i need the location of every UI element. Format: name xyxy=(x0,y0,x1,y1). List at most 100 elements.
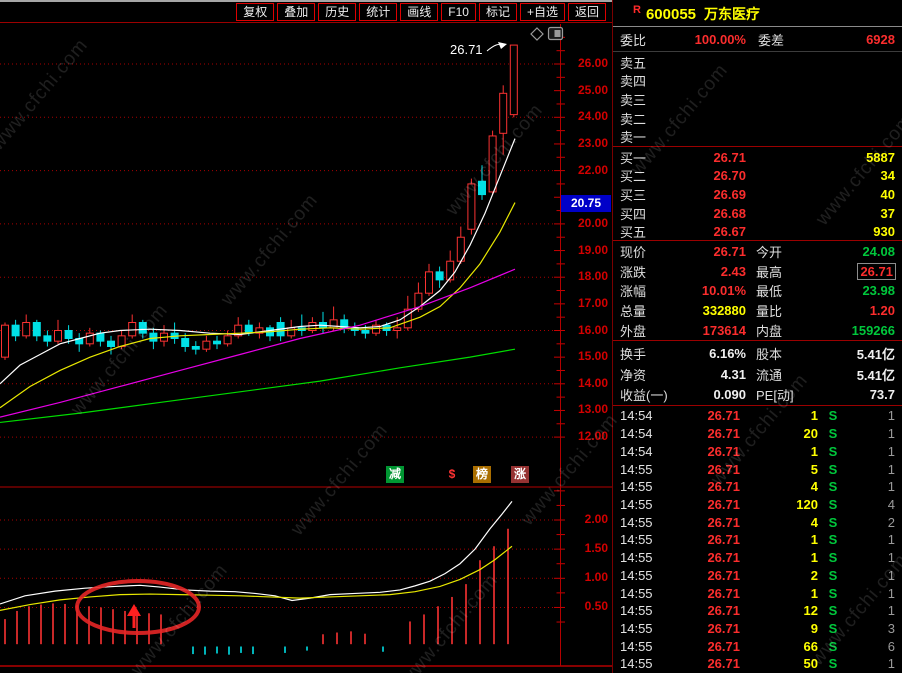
ma-line-white xyxy=(0,138,516,385)
toolbar-button-f10[interactable]: F10 xyxy=(441,3,476,21)
tape-direction: S xyxy=(828,532,838,548)
stock-code: 600055 xyxy=(645,6,697,23)
bid-label: 买四 xyxy=(620,206,647,222)
toolbar-button-zixuan[interactable]: +自选 xyxy=(519,3,565,21)
indicator-line-white xyxy=(0,500,513,605)
tag-button-dollar[interactable]: $ xyxy=(448,467,456,481)
tape-count: 1 xyxy=(887,567,895,583)
snapshot-value: 2.43 xyxy=(720,263,746,279)
tape-direction: S xyxy=(828,496,838,512)
snapshot-value-inner: 1.20 xyxy=(869,303,895,319)
bid-volume: 34 xyxy=(880,168,895,184)
kline-chart[interactable]: 26.71 xyxy=(0,0,612,673)
price-axis-label: 18.00 xyxy=(577,269,608,284)
tape-count: 1 xyxy=(887,479,895,495)
tag-button-zhang[interactable]: 涨 xyxy=(511,466,529,483)
bid-volume: 930 xyxy=(873,224,895,240)
fund-label: 股本 xyxy=(756,346,783,362)
tape-count: 4 xyxy=(887,496,895,512)
price-highlight-label: 20.75 xyxy=(561,195,611,213)
tape-row: 14:55 26.71 5 S 1 xyxy=(613,460,902,478)
price-axis-label: 17.00 xyxy=(577,295,608,310)
fundamentals-grid: 换手 6.16% 股本 5.41亿 净资 4.31 流通 5.41亿 收益(一) 0.090 PE[… xyxy=(613,343,902,405)
tape-list[interactable]: 14:54 26.71 1 S 1 14:54 26.71 20 S 1 14:54 26.71 1 S 1… xyxy=(613,407,902,673)
toolbar-button-biaoji[interactable]: 标记 xyxy=(478,3,517,21)
ask-levels: 卖五 卖四 卖三 卖二 卖一 xyxy=(613,53,902,146)
tape-row: 14:55 26.71 1 S 1 xyxy=(613,549,902,567)
ma-line-yellow xyxy=(0,202,516,409)
tape-count: 1 xyxy=(887,426,895,442)
tape-count: 1 xyxy=(887,408,895,424)
tape-time: 14:55 xyxy=(620,620,653,636)
divider xyxy=(613,405,902,406)
price-axis-label: 24.00 xyxy=(577,109,608,124)
fund-label: 流通 xyxy=(756,367,783,383)
tape-price: 26.71 xyxy=(707,479,740,495)
tag-button-jian[interactable]: 减 xyxy=(386,466,404,483)
tape-direction: S xyxy=(828,585,838,601)
tape-time: 14:55 xyxy=(620,532,653,548)
candles xyxy=(1,44,518,360)
snapshot-grid: 现价 26.71 今开 24.08 涨跌 2.43 最高 26.71 涨幅 10.01% 最低 23.… xyxy=(613,242,902,340)
toolbar-button-huaxian[interactable]: 画线 xyxy=(400,3,439,21)
tape-price: 26.71 xyxy=(707,426,740,442)
toolbar-button-lishi[interactable]: 历史 xyxy=(318,3,357,21)
ask-row: 卖二 xyxy=(613,109,902,128)
fund-value: 4.31 xyxy=(720,366,746,382)
ask-label: 卖三 xyxy=(620,92,647,108)
toolbar-button-diejia[interactable]: 叠加 xyxy=(277,3,316,21)
snapshot-label: 今开 xyxy=(756,245,783,261)
tape-time: 14:55 xyxy=(620,656,653,672)
divider xyxy=(613,146,902,147)
snapshot-row: 现价 26.71 今开 24.08 xyxy=(613,242,902,262)
price-axis-label: 20.00 xyxy=(577,215,608,230)
margin-flag: R xyxy=(633,4,641,16)
tape-count: 1 xyxy=(887,585,895,601)
tape-count: 6 xyxy=(887,638,895,654)
snapshot-value: 1.20 xyxy=(818,303,895,318)
divider xyxy=(613,240,902,241)
toolbar-button-tongji[interactable]: 统计 xyxy=(359,3,398,21)
tape-volume: 9 xyxy=(810,620,818,636)
snapshot-label: 最低 xyxy=(756,284,783,300)
tag-button-bang[interactable]: 榜 xyxy=(473,466,491,483)
bid-label: 买五 xyxy=(620,225,647,241)
tape-direction: S xyxy=(828,461,838,477)
diamond-icon[interactable] xyxy=(530,27,544,41)
tape-price: 26.71 xyxy=(707,567,740,583)
ask-row: 卖三 xyxy=(613,90,902,109)
last-price-annotation: 26.71 xyxy=(450,42,483,57)
bid-row: 买四 26.68 37 xyxy=(613,204,902,223)
tape-price: 26.71 xyxy=(707,656,740,672)
snapshot-value-inner: 159266 xyxy=(851,322,895,338)
bid-row: 买五 26.67 930 xyxy=(613,222,902,241)
tape-time: 14:55 xyxy=(620,479,653,495)
bid-label: 买三 xyxy=(620,187,647,203)
snapshot-value: 26.71 xyxy=(818,262,896,280)
fund-label: 换手 xyxy=(620,346,647,362)
tape-direction: S xyxy=(828,443,838,459)
tape-volume: 1 xyxy=(810,585,818,601)
weicha-value: 6928 xyxy=(866,31,895,47)
tape-direction: S xyxy=(828,656,838,672)
snapshot-label: 内盘 xyxy=(756,323,783,339)
weicha-label: 委差 xyxy=(758,32,785,48)
tape-direction: S xyxy=(828,638,838,654)
indicator-axis-label: 1.50 xyxy=(584,541,608,556)
quote-panel: R 600055 万东医疗 委比 100.00% 委差 6928 卖五 卖四 卖三 卖二卖… xyxy=(612,0,902,673)
stock-name: 万东医疗 xyxy=(704,6,761,22)
toolbar-button-fanhui[interactable]: 返回 xyxy=(567,3,606,21)
toolbar-button-fuquan[interactable]: 复权 xyxy=(236,3,275,21)
tape-price: 26.71 xyxy=(707,638,740,654)
tape-time: 14:54 xyxy=(620,426,653,442)
tape-volume: 1 xyxy=(810,550,818,566)
price-axis-label: 15.00 xyxy=(577,349,608,364)
ask-label: 卖四 xyxy=(620,74,647,90)
snapshot-value: 332880 xyxy=(702,303,746,319)
ask-label: 卖五 xyxy=(620,55,647,71)
tape-volume: 66 xyxy=(803,638,818,654)
snapshot-value: 23.98 xyxy=(818,283,895,298)
tape-time: 14:55 xyxy=(620,603,653,619)
price-axis-label: 26.00 xyxy=(577,56,608,70)
